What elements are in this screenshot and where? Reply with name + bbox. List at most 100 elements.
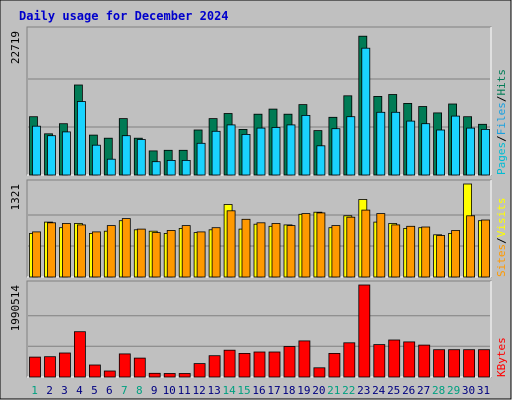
kbytes-bar [74, 331, 86, 378]
files-bar [181, 159, 191, 176]
day-label: 28 [432, 384, 445, 397]
sites-bar [391, 224, 401, 278]
day-label: 25 [387, 384, 400, 397]
files-bar [436, 129, 446, 176]
day-label: 21 [327, 384, 340, 397]
panels: 22719Pages/Files/Hits1321Sites/Visits199… [9, 26, 508, 378]
kbytes-bar [343, 342, 356, 378]
kbytes-bar [103, 370, 116, 378]
files-bar [166, 159, 176, 176]
sites-bar [226, 210, 236, 278]
kbytes-bar [208, 355, 221, 378]
day-labels: 1 2 3 4 5 6 7 8 9 10 11 12 13 14 15 16 17 18 19 20 21 22 23 24 2… [31, 384, 490, 397]
sites-bar [316, 212, 326, 278]
kbytes-bar [283, 346, 296, 378]
sites-bar [136, 228, 146, 278]
sites-bar [466, 215, 476, 278]
sites-bar [301, 213, 311, 278]
files-bar [286, 124, 296, 176]
kbytes-bar [448, 349, 461, 378]
files-bar [196, 142, 206, 176]
day-label: 27 [417, 384, 430, 397]
files-bar [256, 127, 266, 176]
panel-visits-sites: 1321 Sites/Visits [9, 179, 508, 278]
kbytes-bar [463, 349, 476, 378]
sites-bar [436, 235, 446, 278]
files-bar [316, 145, 326, 176]
legend-entry: Pages [495, 142, 508, 175]
files-bar [92, 144, 101, 176]
day-label: 31 [477, 384, 490, 397]
day-label: 20 [312, 384, 325, 397]
sites-bar [346, 216, 356, 278]
panel-hits-files-pages: 22719 Pages/Files/Hits [9, 26, 508, 176]
files-bar [62, 131, 71, 176]
sites-bar [196, 231, 206, 278]
files-bar [271, 127, 281, 176]
files-bar [406, 120, 416, 176]
kbytes-bar [403, 341, 416, 378]
sites-bar [166, 230, 176, 278]
kbytes-bar [133, 357, 146, 378]
legend-entry: Visits [495, 198, 508, 238]
sites-bar [286, 225, 296, 278]
sites-bar [241, 218, 251, 278]
files-bar [331, 128, 341, 176]
day-label: 17 [267, 384, 280, 397]
day-label: 30 [462, 384, 475, 397]
day-label: 29 [447, 384, 460, 397]
ymax-label: 1990514 [9, 285, 22, 332]
sites-bar [92, 231, 101, 278]
files-bar [451, 115, 461, 176]
files-bar [346, 116, 356, 176]
kbytes-bar [238, 352, 251, 378]
kbytes-bar [253, 351, 266, 378]
kbytes-bar [328, 352, 341, 378]
chart-title: Daily usage for December 2024 [19, 9, 229, 23]
legend-hits-files-pages: Pages/Files/Hits [495, 69, 508, 175]
day-label: 22 [342, 384, 355, 397]
sites-bar [421, 226, 431, 278]
sites-bar [32, 231, 41, 278]
sites-bar [77, 224, 86, 278]
files-bar [466, 127, 476, 176]
kbytes-bar [29, 356, 41, 378]
sites-bar [121, 218, 131, 278]
sites-bar [451, 230, 461, 278]
kbytes-bar [478, 349, 490, 378]
kbytes-bar [298, 340, 311, 378]
sites-bar [256, 222, 266, 278]
files-bar [226, 124, 236, 176]
kbytes-bar [163, 373, 176, 378]
day-label: 5 [91, 384, 98, 397]
day-label: 16 [252, 384, 265, 397]
legend-entry: / [495, 135, 508, 142]
files-bar [376, 111, 386, 176]
kbytes-bar [268, 351, 281, 378]
sites-bar [106, 225, 116, 278]
ymax-label: 22719 [9, 31, 22, 64]
sites-bar [331, 225, 341, 278]
kbytes-bar [418, 344, 431, 378]
files-bar [241, 133, 251, 176]
kbytes-bar [44, 356, 56, 378]
kbytes-bar [433, 349, 446, 378]
day-label: 1 [31, 384, 38, 397]
day-label: 19 [297, 384, 310, 397]
day-label: 23 [357, 384, 370, 397]
sites-bar [151, 232, 161, 278]
day-label: 12 [192, 384, 205, 397]
sites-bar [376, 213, 386, 278]
files-bar [121, 135, 131, 176]
kbytes-bar [373, 344, 386, 378]
files-bar [136, 139, 146, 176]
panel-kbytes: 1990514 KBytes [9, 280, 508, 378]
legend-entry: Hits [495, 69, 508, 96]
sites-bar [62, 223, 71, 278]
day-label: 11 [178, 384, 191, 397]
files-bar [301, 115, 311, 176]
legend-entry: / [495, 96, 508, 103]
sites-bar [406, 225, 416, 278]
day-label: 15 [237, 384, 250, 397]
